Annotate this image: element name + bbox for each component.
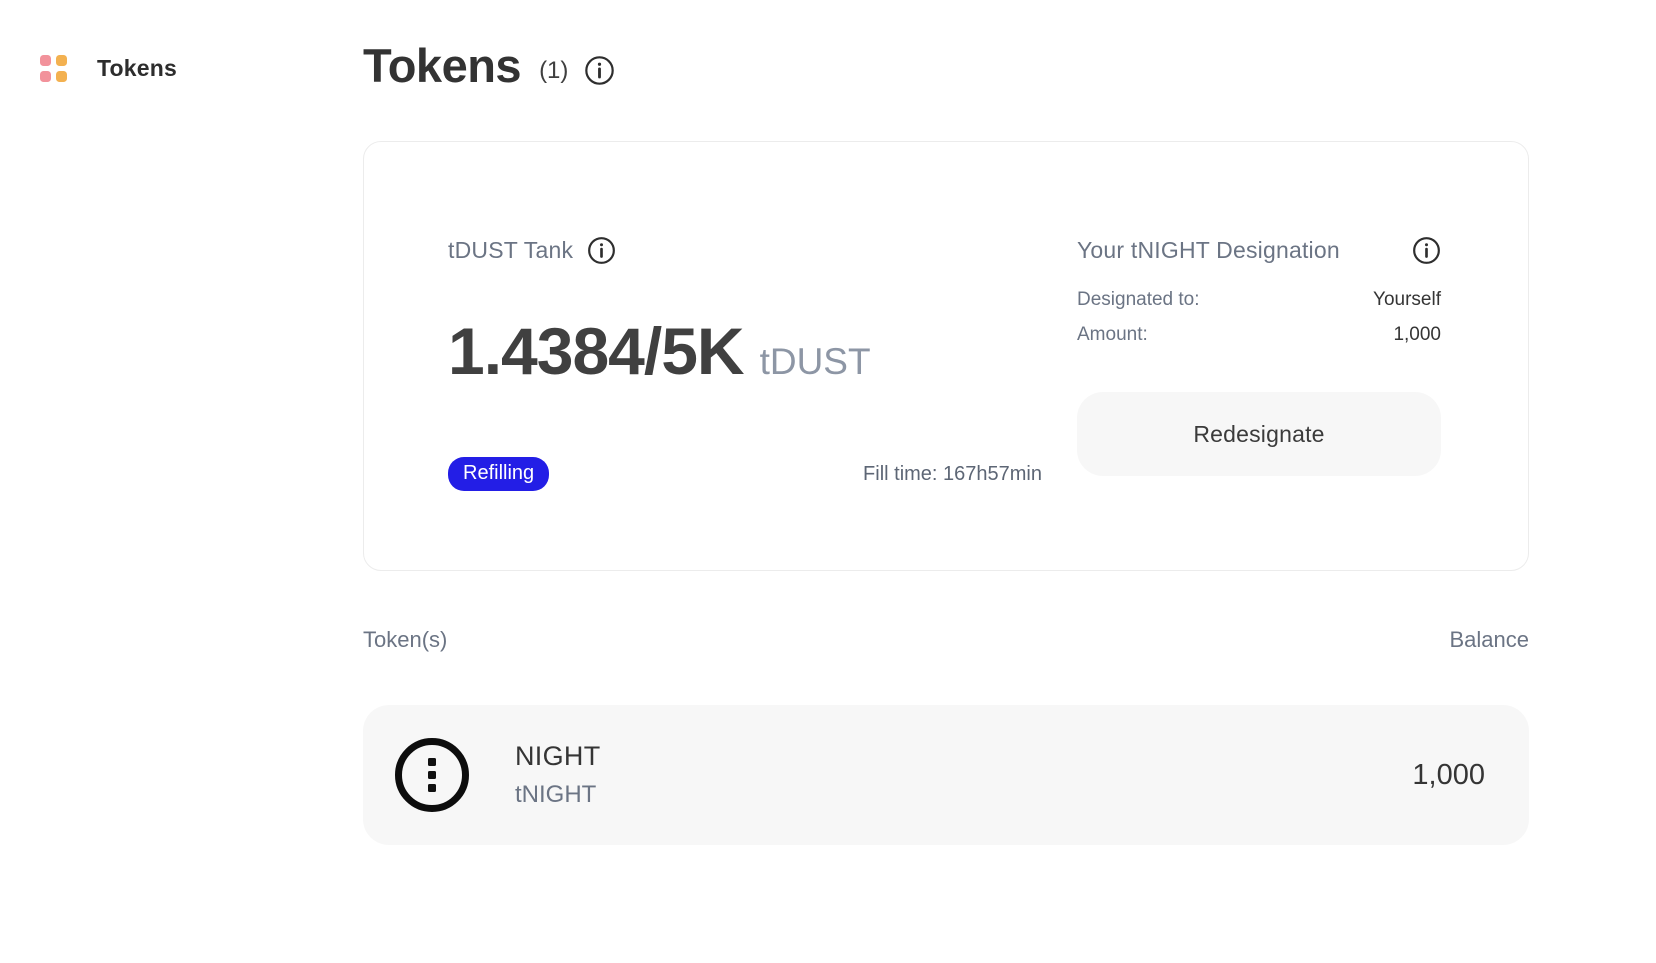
- tank-info-icon[interactable]: [587, 236, 616, 265]
- fill-time-text: Fill time: 167h57min: [863, 462, 1042, 485]
- amount-value: 1,000: [1393, 324, 1441, 345]
- amount-row: Amount: 1,000: [1077, 324, 1441, 346]
- tank-amount-row: 1.4384/5K tDUST: [448, 313, 1042, 389]
- tokens-column-header: Token(s): [363, 627, 448, 652]
- designation-rows: Designated to: Yourself Amount: 1,000: [1077, 289, 1441, 346]
- designation-title-row: Your tNIGHT Designation: [1077, 236, 1441, 265]
- page-header: Tokens (1): [363, 38, 1529, 93]
- token-list: NIGHT tNIGHT 1,000: [363, 705, 1529, 845]
- tank-title: tDUST Tank: [448, 237, 574, 263]
- token-name: NIGHT: [515, 741, 601, 771]
- token-list-header: Token(s) Balance: [363, 627, 1529, 653]
- status-badge: Refilling: [448, 457, 550, 491]
- balance-column-header: Balance: [1449, 627, 1529, 652]
- tank-amount: 1.4384/5K: [448, 314, 745, 388]
- page-title: Tokens: [363, 39, 522, 92]
- token-text: NIGHT tNIGHT: [515, 741, 601, 809]
- designation-section: Your tNIGHT Designation Designated to: Y…: [1077, 236, 1441, 490]
- main-content: Tokens (1) tDUST Tank: [363, 38, 1529, 845]
- tank-status-row: Refilling Fill time: 167h57min: [448, 457, 1042, 491]
- tank-unit: tDUST: [759, 341, 871, 382]
- sidebar-item-label: Tokens: [97, 55, 178, 81]
- tank-title-row: tDUST Tank: [448, 236, 1042, 265]
- token-row[interactable]: NIGHT tNIGHT 1,000: [363, 705, 1529, 845]
- info-icon[interactable]: [584, 55, 615, 86]
- token-symbol: tNIGHT: [515, 781, 597, 808]
- designation-title: Your tNIGHT Designation: [1077, 237, 1340, 263]
- designation-info-icon[interactable]: [1412, 236, 1441, 265]
- designated-to-label: Designated to:: [1077, 289, 1200, 310]
- tank-card: tDUST Tank 1.4384/5K tDUST Refilling: [363, 141, 1529, 571]
- sidebar-item-tokens[interactable]: Tokens: [40, 55, 177, 82]
- token-count: (1): [539, 56, 569, 84]
- amount-label: Amount:: [1077, 324, 1148, 345]
- token-logo-icon: [395, 738, 469, 812]
- token-balance: 1,000: [1412, 758, 1485, 791]
- redesignate-button[interactable]: Redesignate: [1077, 392, 1441, 476]
- tdust-tank-section: tDUST Tank 1.4384/5K tDUST Refilling: [448, 236, 1042, 491]
- designated-to-row: Designated to: Yourself: [1077, 289, 1441, 311]
- designated-to-value: Yourself: [1373, 289, 1441, 310]
- grid-icon: [40, 55, 67, 82]
